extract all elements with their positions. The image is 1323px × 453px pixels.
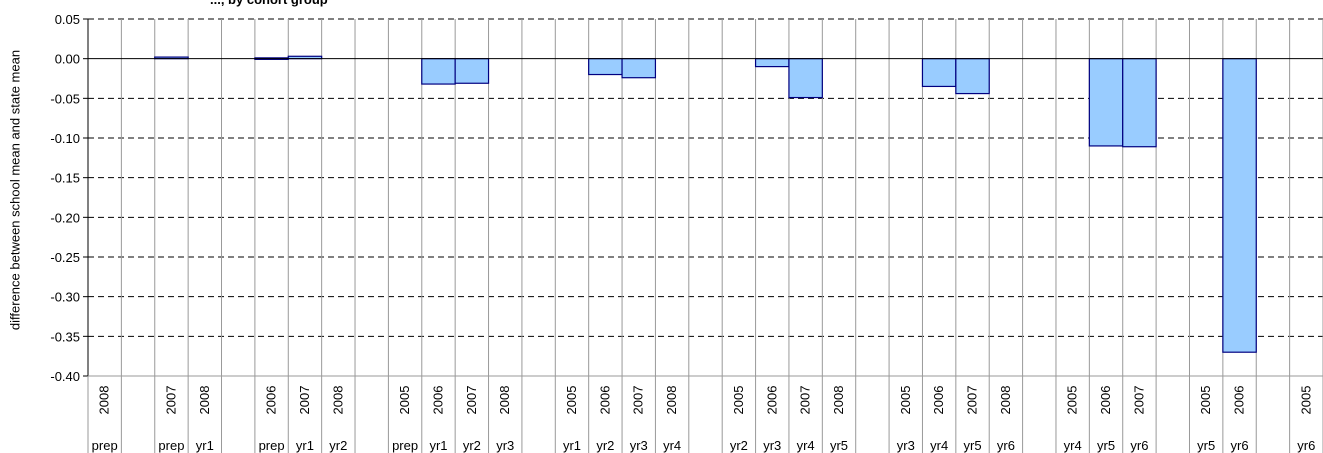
- x-level-label-20: yr3: [763, 438, 781, 453]
- x-year-label-6: 2007: [297, 386, 312, 415]
- x-level-label-11: yr2: [463, 438, 481, 453]
- x-level-label-12: yr3: [496, 438, 514, 453]
- y-tick-label-5: -0.20: [50, 210, 80, 225]
- x-level-label-9: prep: [392, 438, 418, 453]
- x-year-label-26: 2007: [965, 386, 980, 415]
- x-level-label-6: yr1: [296, 438, 314, 453]
- x-level-label-16: yr3: [630, 438, 648, 453]
- bar-16: [621, 58, 657, 79]
- x-year-label-10: 2006: [430, 386, 445, 415]
- x-year-label-14: 2005: [564, 386, 579, 415]
- x-year-label-30: 2006: [1098, 386, 1113, 415]
- x-year-label-5: 2006: [264, 386, 279, 415]
- x-year-label-15: 2006: [597, 386, 612, 415]
- x-level-label-30: yr5: [1097, 438, 1115, 453]
- bar-15: [588, 58, 623, 76]
- x-year-label-29: 2005: [1065, 386, 1080, 415]
- x-level-label-15: yr2: [596, 438, 614, 453]
- x-year-label-16: 2007: [631, 386, 646, 415]
- x-year-label-0: 2008: [97, 386, 112, 415]
- chart-title: ..., by cohort group: [210, 0, 1210, 8]
- x-year-label-11: 2007: [464, 386, 479, 415]
- bar-20: [754, 58, 790, 68]
- bar-34: [1222, 58, 1257, 353]
- x-level-label-7: yr2: [329, 438, 347, 453]
- x-level-label-33: yr5: [1197, 438, 1215, 453]
- x-year-label-22: 2008: [831, 386, 846, 415]
- x-year-label-36: 2005: [1298, 386, 1313, 415]
- x-year-label-9: 2005: [397, 386, 412, 415]
- y-tick-label-2: -0.05: [50, 91, 80, 106]
- bar-31: [1122, 58, 1157, 148]
- x-level-label-27: yr6: [997, 438, 1015, 453]
- y-tick-label-7: -0.30: [50, 290, 80, 305]
- bar-25: [921, 58, 957, 88]
- x-level-label-17: yr4: [663, 438, 681, 453]
- y-tick-label-8: -0.35: [50, 329, 80, 344]
- bar-26: [955, 58, 990, 95]
- x-year-label-12: 2008: [497, 386, 512, 415]
- x-year-label-7: 2008: [330, 386, 345, 415]
- x-level-label-24: yr3: [897, 438, 915, 453]
- y-tick-label-4: -0.15: [50, 171, 80, 186]
- x-level-label-26: yr5: [963, 438, 981, 453]
- x-level-label-2: prep: [158, 438, 184, 453]
- x-level-label-36: yr6: [1297, 438, 1315, 453]
- x-level-label-31: yr6: [1130, 438, 1148, 453]
- x-year-label-2: 2007: [163, 386, 178, 415]
- y-tick-label-1: 0.00: [55, 52, 80, 67]
- x-level-label-10: yr1: [429, 438, 447, 453]
- x-level-label-29: yr4: [1064, 438, 1082, 453]
- y-tick-label-0: 0.05: [55, 12, 80, 27]
- x-year-label-31: 2007: [1131, 386, 1146, 415]
- x-level-label-3: yr1: [196, 438, 214, 453]
- x-year-label-25: 2006: [931, 386, 946, 415]
- x-level-label-21: yr4: [797, 438, 815, 453]
- x-year-label-34: 2006: [1232, 386, 1247, 415]
- x-year-label-24: 2005: [898, 386, 913, 415]
- x-level-label-34: yr6: [1231, 438, 1249, 453]
- x-year-label-19: 2005: [731, 386, 746, 415]
- x-level-label-25: yr4: [930, 438, 948, 453]
- x-year-label-21: 2007: [798, 386, 813, 415]
- bar-11: [454, 58, 490, 84]
- bar-30: [1088, 58, 1124, 147]
- x-year-label-27: 2008: [998, 386, 1013, 415]
- bar-10: [421, 58, 456, 85]
- x-level-label-19: yr2: [730, 438, 748, 453]
- x-level-label-0: prep: [92, 438, 118, 453]
- x-level-label-5: prep: [259, 438, 285, 453]
- x-year-label-33: 2005: [1198, 386, 1213, 415]
- x-year-label-20: 2006: [764, 386, 779, 415]
- y-tick-label-6: -0.25: [50, 250, 80, 265]
- y-tick-label-3: -0.10: [50, 131, 80, 146]
- x-level-label-14: yr1: [563, 438, 581, 453]
- x-year-label-17: 2008: [664, 386, 679, 415]
- x-year-label-3: 2008: [197, 386, 212, 415]
- y-tick-label-9: -0.40: [50, 369, 80, 384]
- bar-21: [788, 58, 823, 99]
- x-level-label-22: yr5: [830, 438, 848, 453]
